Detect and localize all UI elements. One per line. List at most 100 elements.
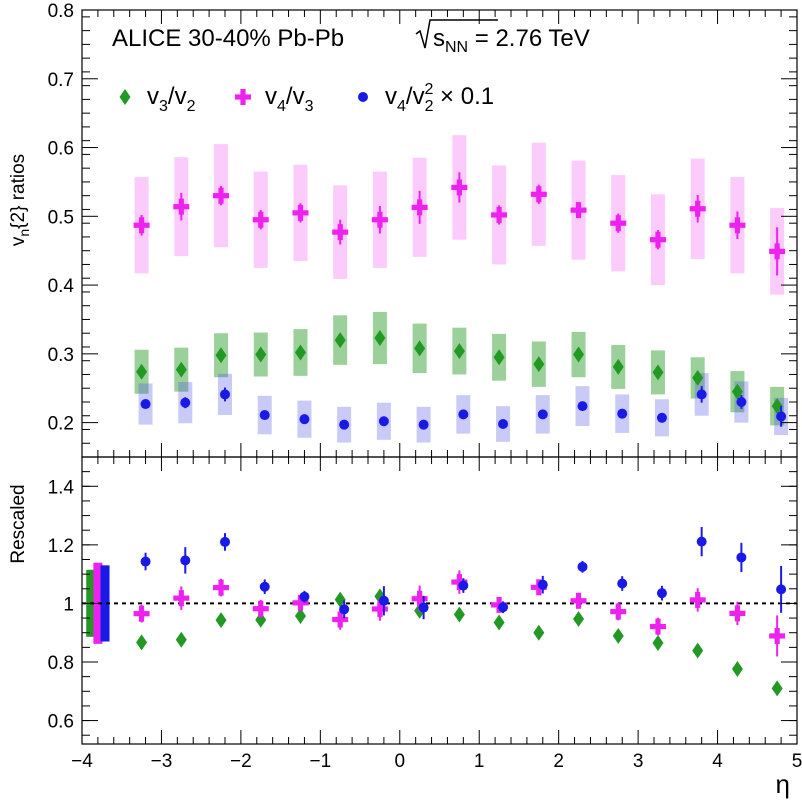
cross-v xyxy=(240,89,246,105)
v422-point xyxy=(617,578,628,589)
y-tick-label: 0.4 xyxy=(48,276,75,297)
v43-point xyxy=(689,200,706,217)
v43-point xyxy=(769,243,786,260)
y-tick-label: 0.7 xyxy=(48,70,74,91)
v43-point xyxy=(332,224,349,241)
v43-point xyxy=(769,627,786,644)
x-tick-label: −3 xyxy=(151,751,173,772)
v422-point xyxy=(299,414,310,425)
bottom-frame xyxy=(81,456,798,745)
v43-point xyxy=(411,590,428,607)
v422-point xyxy=(776,411,787,422)
cross-v xyxy=(138,605,145,622)
y-tick-label: 1.4 xyxy=(48,477,75,498)
energy-label: sNN = 2.76 TeV xyxy=(433,25,590,56)
v32-point xyxy=(334,332,346,349)
bottom-y-label: Rescaled xyxy=(8,484,29,563)
bottom-panel: 0.6 0.8 1 1.2 1.4 −4 −3 −2 −1 0 1 2 3 4 5η Rescaled xyxy=(8,456,802,799)
cross-v xyxy=(258,211,264,228)
cross-v xyxy=(258,600,264,617)
v43-point xyxy=(729,605,746,622)
cross-v xyxy=(575,592,582,609)
v422-point xyxy=(736,396,747,407)
cross-v xyxy=(178,590,184,607)
cross-v xyxy=(178,198,184,215)
v32-point xyxy=(493,349,505,366)
v32-point xyxy=(493,614,505,631)
legend-marker xyxy=(358,92,368,102)
cross-v xyxy=(734,217,741,234)
y-tick-label: 0.3 xyxy=(48,345,74,366)
v422-point xyxy=(259,581,270,592)
cross-v xyxy=(297,204,304,221)
y-tick-label: 0.8 xyxy=(48,653,74,674)
v422-point xyxy=(498,418,509,429)
v43-point xyxy=(649,618,666,635)
cross-v xyxy=(615,603,621,620)
v422-point xyxy=(736,552,747,563)
legend-entry-v422: v4/v22 × 0.1 xyxy=(358,81,494,115)
x-tick-label: −1 xyxy=(309,751,331,772)
v422-point xyxy=(656,588,667,599)
v32-point xyxy=(255,346,267,363)
cross-v xyxy=(417,590,423,607)
x-tick-label: 5 xyxy=(792,751,802,772)
y-tick-label: 0.2 xyxy=(48,414,74,435)
v32-point xyxy=(215,347,227,364)
v422-point xyxy=(776,584,787,595)
v422-point xyxy=(418,602,429,613)
v43-point xyxy=(133,217,150,234)
v32-point xyxy=(215,612,227,629)
cross-v xyxy=(734,605,741,622)
norm-box-v422 xyxy=(100,565,110,642)
v43-point xyxy=(371,600,388,617)
v422-point xyxy=(220,389,230,400)
v43-point xyxy=(570,202,587,219)
v422-point xyxy=(498,602,509,613)
v32-point xyxy=(136,363,148,380)
top-data-points xyxy=(133,172,787,430)
sqrt-sign xyxy=(415,19,498,49)
x-tick-label: −2 xyxy=(230,751,252,772)
legend-marker xyxy=(235,89,251,105)
legend-entry-v43: v4/v3 xyxy=(235,83,314,115)
chart-title: ALICE 30-40% Pb-Pb xyxy=(112,25,344,52)
top-axes: 0.2 0.3 0.4 0.5 0.6 0.7 0.8 xyxy=(48,1,798,458)
v32-point xyxy=(731,661,743,678)
v43-point xyxy=(213,187,230,204)
v32-point xyxy=(136,634,148,651)
v43-point xyxy=(689,591,706,608)
v32-point xyxy=(612,627,624,644)
v43-point xyxy=(530,186,547,203)
cross-v xyxy=(138,217,145,234)
v43-point xyxy=(371,211,388,228)
v32-point xyxy=(771,398,783,415)
y-tick-label: 0.8 xyxy=(48,1,74,22)
v43-point xyxy=(292,204,309,221)
cross-v xyxy=(337,611,343,628)
v32-point xyxy=(771,680,783,697)
cross-v xyxy=(297,594,304,611)
v32-point xyxy=(414,340,426,357)
cross-v xyxy=(615,215,621,232)
v32-point xyxy=(573,346,585,363)
legend-marker xyxy=(119,89,131,105)
y-tick-label: 0.6 xyxy=(48,139,74,160)
v43-point xyxy=(133,605,150,622)
v32-point xyxy=(294,608,306,624)
v422-point xyxy=(378,416,389,427)
x-tick-label: 0 xyxy=(394,751,405,772)
x-tick-label: 2 xyxy=(553,751,564,772)
v32-point xyxy=(294,344,306,361)
v422-point xyxy=(458,409,469,420)
top-panel: 0.2 0.3 0.4 0.5 0.6 0.7 0.8 ALICE 30-40% Pb-Pb… xyxy=(8,1,798,458)
v43-point xyxy=(451,179,468,196)
y-tick-label: 1.2 xyxy=(48,536,74,557)
cross-v xyxy=(377,600,383,617)
cross-v xyxy=(218,187,224,204)
legend-label: v4/v3 xyxy=(265,83,314,115)
v43-point xyxy=(252,600,269,617)
v422-point xyxy=(339,419,350,430)
v32-point xyxy=(334,591,346,608)
cross-v xyxy=(218,579,224,596)
